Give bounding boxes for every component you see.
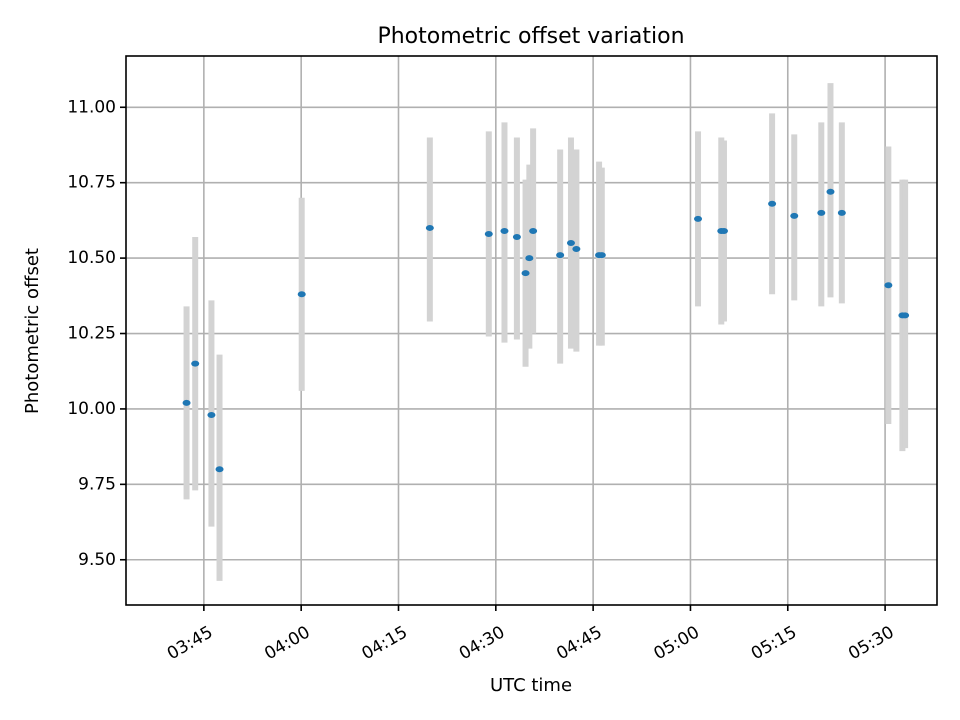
data-point [572, 246, 581, 253]
y-tick-label: 10.75 [67, 173, 116, 193]
y-tick-label: 9.50 [78, 550, 116, 570]
data-point [521, 270, 530, 277]
x-tick-labels: 03:45 04:00 04:15 04:30 04:45 05:00 05:15 05:30 [164, 622, 898, 664]
chart-title: Photometric offset variation [377, 24, 684, 49]
data-point [525, 255, 534, 262]
x-tick-label: 05:30 [845, 622, 897, 664]
data-point [425, 224, 434, 231]
x-tick-label: 03:45 [164, 622, 216, 664]
data-point [790, 212, 799, 219]
data-point [297, 291, 306, 298]
x-tick-label: 05:15 [748, 622, 800, 664]
data-point [719, 227, 728, 234]
x-tick-label: 04:00 [261, 622, 313, 664]
data-point [556, 252, 565, 259]
x-axis-label: UTC time [490, 675, 572, 696]
x-tick-label: 04:30 [456, 622, 508, 664]
y-tick-label: 10.25 [67, 324, 116, 344]
data-point [182, 399, 191, 406]
y-tick-label: 11.00 [67, 97, 116, 117]
data-point [512, 233, 521, 240]
data-point [207, 411, 216, 418]
data-point [817, 209, 826, 216]
x-tick-label: 04:45 [553, 622, 605, 664]
data-point [566, 240, 575, 247]
y-tick-label: 9.75 [78, 474, 116, 494]
y-tick-labels: 9.50 9.75 10.00 10.25 10.50 10.75 11.00 [67, 97, 116, 569]
data-point [901, 312, 910, 319]
data-point [694, 215, 703, 222]
data-point [884, 282, 893, 289]
x-tick-label: 04:15 [359, 622, 411, 664]
data-point [191, 360, 200, 367]
data-point [768, 200, 777, 207]
data-point [500, 227, 509, 234]
data-point [597, 252, 606, 259]
data-point [826, 188, 835, 195]
data-point [529, 227, 538, 234]
y-tick-label: 10.50 [67, 248, 116, 268]
plot-frame [125, 55, 938, 606]
y-tick-label: 10.00 [67, 399, 116, 419]
errorbar-layer [183, 83, 909, 581]
x-tick-label: 05:00 [651, 622, 703, 664]
data-point [837, 209, 846, 216]
data-point [484, 230, 493, 237]
data-point [215, 466, 224, 473]
y-axis-label: Photometric offset [22, 248, 43, 414]
point-layer [182, 188, 910, 473]
tick-layer [120, 106, 886, 611]
